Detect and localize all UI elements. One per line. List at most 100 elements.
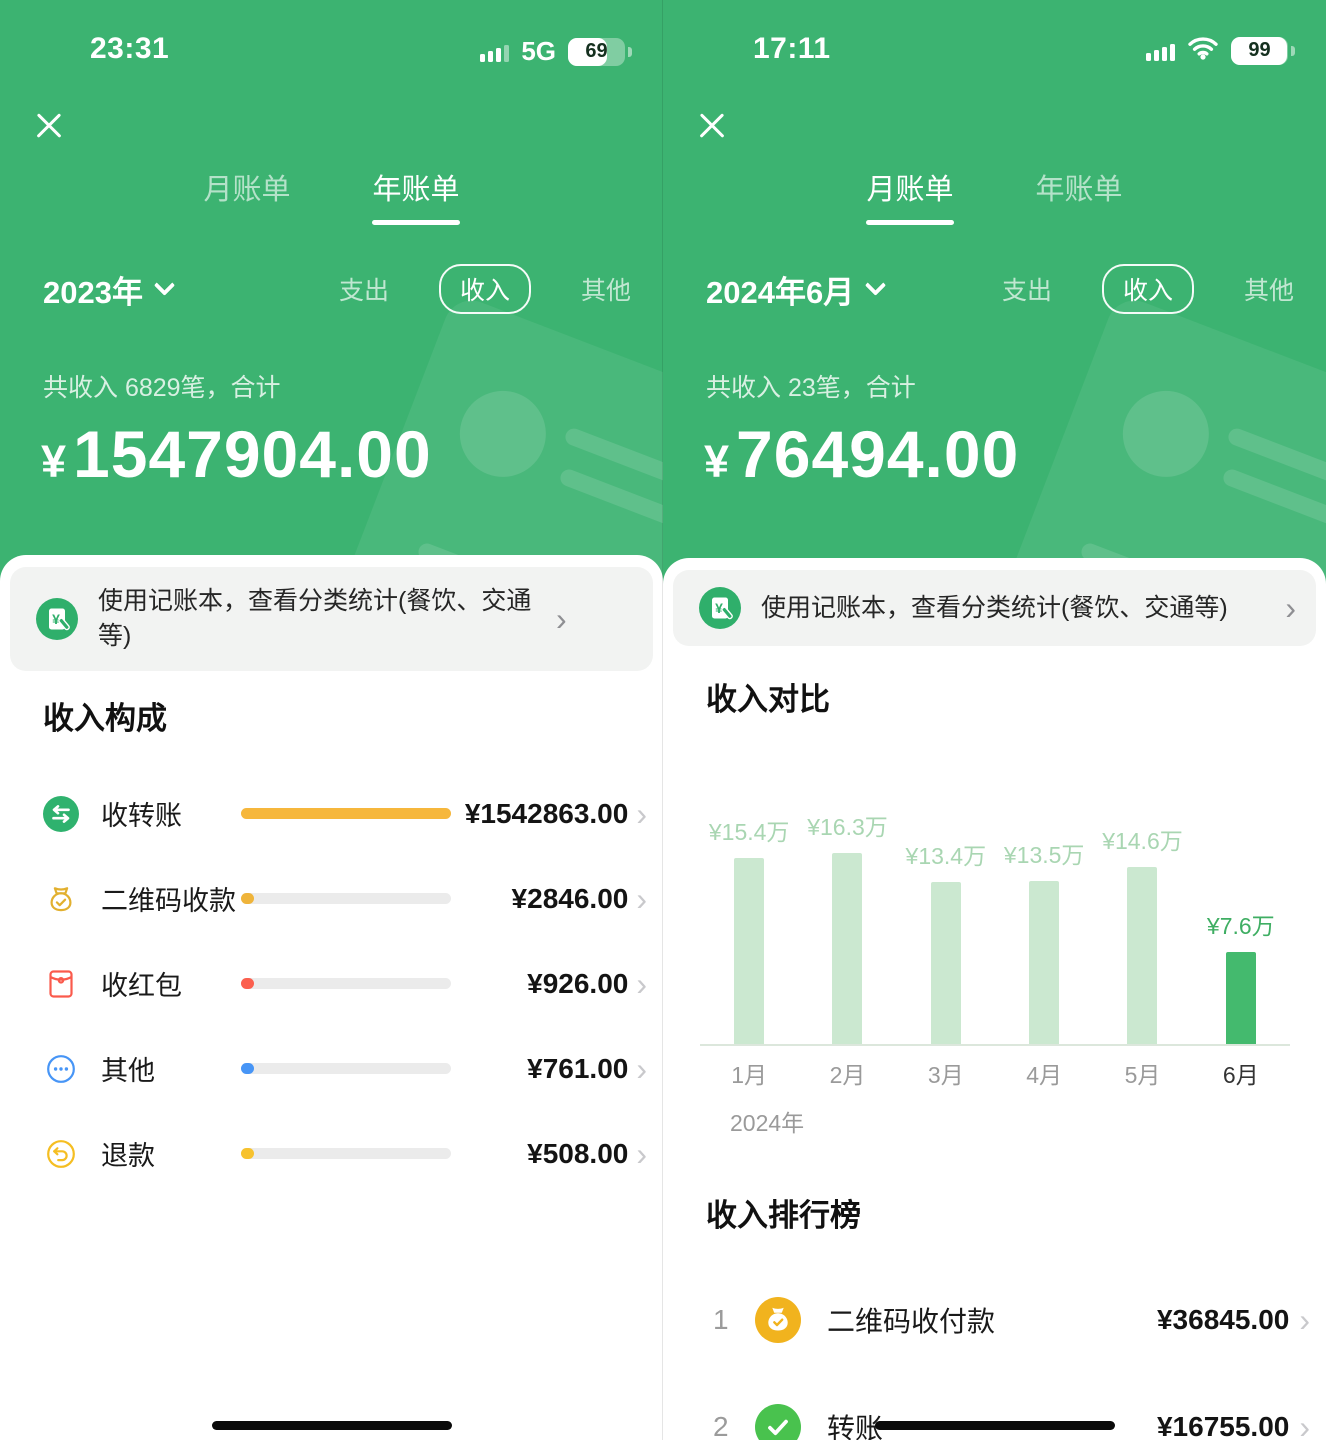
filter-income[interactable]: 收入: [438, 264, 531, 314]
bar-value-label: ¥13.5万: [1003, 842, 1085, 868]
svg-text:¥: ¥: [52, 611, 60, 627]
row-label: 退款: [101, 1141, 155, 1171]
row-progress-fill: [241, 808, 451, 819]
month-tick-label: 3月: [927, 1062, 964, 1088]
row-label: 收转账: [101, 801, 182, 831]
row-progress-bar: [241, 893, 451, 904]
network-type-label: 5G: [521, 36, 556, 66]
filter-row: 2024年6月 支出 收入 其他: [706, 264, 1294, 314]
tab-year-bill[interactable]: 年账单: [373, 166, 460, 225]
chevron-right-icon: ›: [556, 601, 567, 637]
total-amount-value: 76494.00: [736, 417, 1020, 491]
month-tick-label: 1月: [731, 1062, 768, 1088]
ledger-banner-text: 使用记账本，查看分类统计(餐饮、交通等): [98, 587, 532, 650]
clock-time: 17:11: [753, 32, 831, 65]
battery-icon: 99: [1231, 36, 1295, 65]
chart-bar-slot: ¥16.3万: [798, 808, 896, 1044]
period-selector[interactable]: 2024年6月: [706, 267, 887, 312]
filter-income[interactable]: 收入: [1101, 264, 1194, 314]
filter-other[interactable]: 其他: [1243, 277, 1294, 305]
chevron-right-icon: ›: [1299, 1301, 1310, 1338]
chevron-right-icon: ›: [1299, 1408, 1310, 1440]
type-filters: 支出 收入 其他: [1002, 264, 1294, 314]
type-filters: 支出 收入 其他: [339, 264, 631, 314]
chevron-right-icon: ›: [636, 965, 647, 1002]
bar-value-label: ¥16.3万: [807, 814, 888, 840]
rank-number: 2: [713, 1410, 729, 1440]
rank-number: 1: [713, 1303, 729, 1335]
chevron-right-icon: ›: [636, 1135, 647, 1172]
rank-amount: ¥36845.00: [1156, 1303, 1290, 1335]
income-summary: 共收入 23笔，合计: [706, 374, 916, 402]
total-amount-value: 1547904.00: [73, 417, 432, 491]
filter-other[interactable]: 其他: [580, 277, 631, 305]
chart-bar-slot: ¥7.6万: [1192, 808, 1290, 1044]
chart-bar: [1225, 952, 1256, 1044]
status-bar: 23:31 5G 69: [0, 28, 663, 72]
filter-expense[interactable]: 支出: [338, 277, 389, 305]
income-row[interactable]: 退款 ¥508.00 ›: [0, 1111, 663, 1196]
status-icons: 5G 69: [480, 36, 632, 67]
chart-bar: [930, 882, 961, 1044]
month-tick-label: 2月: [829, 1062, 866, 1088]
filter-row: 2023年 支出 收入 其他: [43, 264, 631, 314]
close-icon[interactable]: [696, 110, 728, 142]
income-bar-chart: ¥15.4万 ¥16.3万 ¥13.4万 ¥13.5万 ¥14.6万 ¥7.6万 1月 2月…: [700, 808, 1290, 1138]
period-label: 2023年: [43, 274, 143, 310]
tab-month-bill[interactable]: 月账单: [866, 166, 953, 225]
total-amount: ¥ 1547904.00: [41, 416, 432, 492]
income-row[interactable]: 二维码收款 ¥2846.00 ›: [0, 856, 663, 941]
rank-label: 二维码收付款: [827, 1305, 996, 1337]
moneybag-icon: [755, 1296, 801, 1343]
ledger-banner[interactable]: ¥ 使用记账本，查看分类统计(餐饮、交通等) ›: [673, 570, 1316, 646]
period-label: 2024年6月: [706, 274, 855, 310]
row-progress-fill: [241, 893, 254, 904]
battery-fill: [1231, 36, 1288, 65]
row-progress-bar: [241, 808, 451, 819]
ranking-row[interactable]: 1 二维码收付款 ¥36845.00 ›: [663, 1266, 1326, 1373]
bar-value-label: ¥13.4万: [905, 843, 987, 869]
chevron-right-icon: ›: [636, 795, 647, 832]
income-row[interactable]: 其他 ¥761.00 ›: [0, 1026, 663, 1111]
bill-tabs: 月账单 年账单: [0, 166, 663, 225]
bar-value-label: ¥14.6万: [1102, 828, 1183, 854]
check-icon: [755, 1403, 801, 1440]
chart-bar-slot: ¥13.5万: [995, 808, 1093, 1044]
chart-plot: ¥15.4万 ¥16.3万 ¥13.4万 ¥13.5万 ¥14.6万 ¥7.6万: [700, 808, 1290, 1046]
row-amount: ¥2846.00: [511, 882, 629, 914]
ledger-book-icon: ¥: [699, 587, 741, 629]
red-packet-icon: [43, 966, 79, 1002]
tab-year-bill[interactable]: 年账单: [1035, 174, 1123, 206]
cellular-signal-icon: [480, 42, 510, 62]
income-ranking-rows: 1 二维码收付款 ¥36845.00 › 2 转账 ¥16755.00 ›: [663, 1266, 1326, 1440]
bar-value-label: ¥15.4万: [708, 819, 790, 845]
currency-symbol: ¥: [704, 436, 730, 487]
row-progress-bar: [241, 1063, 451, 1074]
total-amount: ¥ 76494.00: [704, 416, 1019, 492]
home-indicator[interactable]: [874, 1421, 1115, 1430]
period-selector[interactable]: 2023年: [43, 267, 176, 312]
transfer-icon: [43, 795, 79, 832]
ranking-row[interactable]: 2 转账 ¥16755.00 ›: [663, 1373, 1326, 1440]
row-progress-bar: [241, 1148, 451, 1159]
income-row[interactable]: 收转账 ¥1542863.00 ›: [0, 771, 663, 856]
clock-time: 23:31: [90, 32, 170, 65]
ledger-banner[interactable]: ¥ 使用记账本，查看分类统计(餐饮、交通等) ›: [10, 567, 653, 671]
section-title-income-ranking: 收入排行榜: [706, 1198, 861, 1233]
row-label: 其他: [101, 1056, 155, 1086]
tab-month-bill[interactable]: 月账单: [203, 174, 291, 206]
battery-percent: 99: [1248, 39, 1271, 61]
income-row[interactable]: 收红包 ¥926.00 ›: [0, 941, 663, 1026]
row-progress-fill: [241, 978, 254, 989]
row-amount: ¥761.00: [527, 1052, 629, 1084]
month-tick-label: 5月: [1124, 1062, 1161, 1088]
chart-bar: [832, 853, 863, 1044]
chart-bar-slot: ¥15.4万: [700, 808, 798, 1044]
close-icon[interactable]: [33, 110, 65, 142]
chevron-right-icon: ›: [636, 880, 647, 917]
cellular-signal-icon: [1146, 41, 1175, 61]
filter-expense[interactable]: 支出: [1001, 277, 1052, 305]
home-indicator[interactable]: [211, 1421, 452, 1430]
chart-month-axis: 1月 2月 3月 4月 5月 6月: [700, 1056, 1290, 1090]
